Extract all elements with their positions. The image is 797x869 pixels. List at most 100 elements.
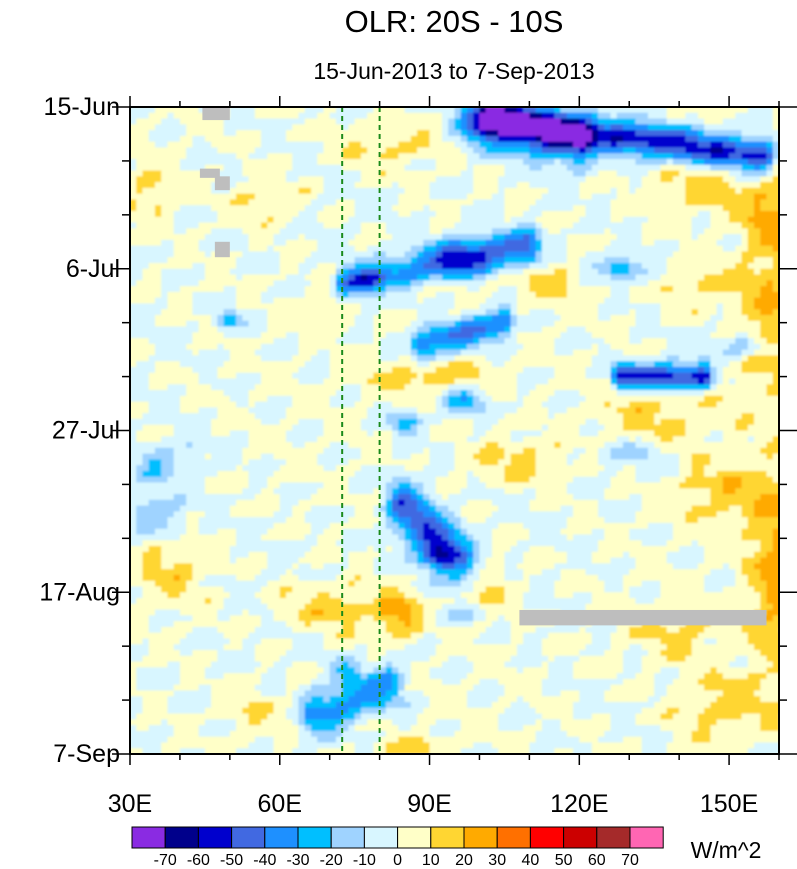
field-cell (772, 378, 779, 385)
field-cell (622, 551, 630, 559)
field-cell (697, 234, 724, 241)
field-cell (254, 574, 281, 582)
field-cell (130, 413, 144, 420)
field-cell (379, 551, 406, 559)
field-cell (741, 355, 749, 362)
field-cell (130, 736, 169, 744)
field-cell (510, 702, 530, 709)
field-cell (554, 413, 624, 420)
field-cell (722, 488, 736, 495)
field-cell (286, 176, 300, 183)
field-cell (466, 193, 493, 201)
field-cell (610, 210, 699, 218)
field-cell (442, 390, 449, 397)
field-cell (354, 626, 387, 634)
field-cell (554, 158, 562, 166)
field-cell (273, 488, 318, 495)
field-cell (404, 465, 424, 472)
field-cell (479, 118, 562, 125)
field-cell (410, 488, 418, 495)
field-cell (604, 424, 624, 432)
field-cell (198, 280, 275, 287)
field-cell (647, 522, 674, 530)
field-cell (136, 164, 181, 172)
field-cell (672, 436, 705, 443)
field-cell (772, 436, 779, 443)
field-cell (479, 395, 493, 403)
field-cell (560, 719, 612, 726)
field-cell (236, 303, 362, 310)
field-cell (591, 632, 612, 640)
field-cell (173, 112, 231, 120)
field-cell (635, 476, 662, 484)
field-cell (435, 355, 456, 362)
field-cell (410, 534, 418, 541)
field-cell (348, 482, 387, 489)
field-cell (579, 390, 618, 397)
field-cell (741, 135, 774, 143)
field-cell (204, 268, 231, 276)
field-cell (298, 366, 331, 374)
field-cell (173, 690, 212, 697)
field-cell (348, 442, 393, 449)
field-cell (161, 563, 175, 570)
field-cell (348, 216, 431, 224)
field-cell (267, 528, 312, 536)
field-cell (573, 667, 624, 674)
colorbar-label: 10 (422, 852, 440, 869)
field-cell (510, 459, 537, 466)
field-cell (491, 257, 506, 264)
field-cell (554, 390, 580, 397)
field-cell (454, 297, 487, 305)
field-cell (342, 730, 387, 738)
field-cell (236, 540, 318, 547)
field-cell (454, 522, 462, 530)
field-cell (760, 268, 779, 276)
field-cell (130, 470, 137, 478)
field-cell (373, 522, 387, 530)
field-cell (598, 540, 643, 547)
field-cell (173, 470, 218, 478)
field-cell (697, 361, 711, 368)
field-cell (248, 430, 287, 437)
field-cell (635, 274, 662, 281)
field-cell (354, 118, 443, 125)
field-cell (666, 262, 736, 270)
field-cell (130, 465, 137, 472)
field-cell (660, 274, 705, 281)
field-cell (622, 349, 662, 357)
field-cell (535, 228, 543, 235)
field-cell (523, 158, 555, 166)
field-cell (304, 286, 331, 293)
field-cell (310, 725, 337, 732)
field-cell (697, 678, 761, 686)
field-cell (410, 158, 437, 166)
field-cell (223, 314, 237, 322)
field-cell (142, 413, 218, 420)
field-cell (423, 615, 437, 622)
field-cell (629, 182, 643, 189)
field-cell (198, 730, 231, 738)
field-cell (479, 557, 487, 564)
field-cell (479, 436, 512, 443)
field-cell (566, 234, 618, 241)
field-cell (429, 228, 443, 235)
axis-ticks (112, 96, 797, 765)
field-cell (560, 314, 599, 322)
field-cell (535, 470, 599, 478)
field-cell (454, 563, 468, 570)
field-cell (130, 598, 137, 605)
field-cell (541, 569, 562, 576)
field-cell (310, 187, 325, 195)
field-cell (535, 465, 605, 472)
field-cell (261, 661, 275, 668)
field-cell (385, 511, 393, 518)
field-cell (130, 262, 150, 270)
field-cell (130, 702, 144, 709)
field-cell (485, 332, 499, 339)
field-cell (510, 326, 543, 333)
field-cell (466, 112, 474, 120)
field-cell (161, 551, 231, 559)
field-cell (130, 112, 150, 120)
field-cell (354, 667, 362, 674)
